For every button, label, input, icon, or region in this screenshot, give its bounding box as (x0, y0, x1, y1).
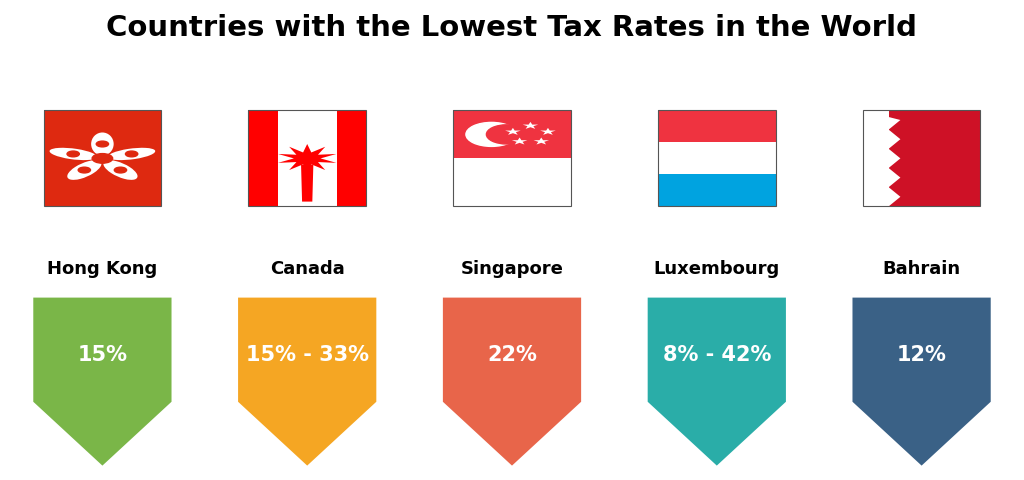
Polygon shape (512, 138, 527, 144)
FancyBboxPatch shape (657, 110, 776, 143)
Circle shape (92, 154, 113, 163)
FancyBboxPatch shape (453, 158, 571, 206)
Polygon shape (33, 298, 172, 466)
Polygon shape (238, 298, 377, 466)
Polygon shape (278, 144, 337, 173)
Polygon shape (862, 110, 900, 206)
FancyBboxPatch shape (453, 110, 571, 158)
Polygon shape (647, 298, 786, 466)
FancyBboxPatch shape (248, 110, 278, 206)
Text: Hong Kong: Hong Kong (47, 260, 158, 278)
Text: Singapore: Singapore (461, 260, 563, 278)
Polygon shape (505, 128, 520, 135)
Circle shape (96, 141, 109, 147)
Polygon shape (541, 128, 556, 135)
Ellipse shape (49, 148, 97, 160)
Polygon shape (301, 165, 313, 202)
FancyBboxPatch shape (278, 110, 337, 206)
Text: Countries with the Lowest Tax Rates in the World: Countries with the Lowest Tax Rates in t… (106, 14, 918, 42)
Circle shape (466, 122, 517, 146)
Polygon shape (534, 138, 549, 144)
FancyBboxPatch shape (657, 174, 776, 206)
Text: 15% - 33%: 15% - 33% (246, 345, 369, 365)
Circle shape (115, 167, 127, 173)
Circle shape (67, 151, 79, 157)
Text: 8% - 42%: 8% - 42% (663, 345, 771, 365)
Ellipse shape (108, 148, 156, 160)
FancyBboxPatch shape (889, 110, 981, 206)
Text: Bahrain: Bahrain (883, 260, 961, 278)
Polygon shape (522, 122, 539, 129)
Polygon shape (852, 298, 991, 466)
Text: 12%: 12% (897, 345, 946, 365)
Ellipse shape (91, 132, 114, 156)
FancyBboxPatch shape (657, 143, 776, 174)
Ellipse shape (103, 160, 137, 180)
Text: Canada: Canada (270, 260, 344, 278)
FancyBboxPatch shape (337, 110, 367, 206)
Text: 22%: 22% (487, 345, 537, 365)
FancyBboxPatch shape (43, 110, 162, 206)
Circle shape (126, 151, 138, 157)
Circle shape (486, 125, 527, 144)
FancyBboxPatch shape (862, 110, 889, 206)
Text: Luxembourg: Luxembourg (653, 260, 780, 278)
Ellipse shape (68, 160, 101, 180)
Text: 15%: 15% (78, 345, 127, 365)
Circle shape (78, 167, 90, 173)
Polygon shape (442, 298, 582, 466)
